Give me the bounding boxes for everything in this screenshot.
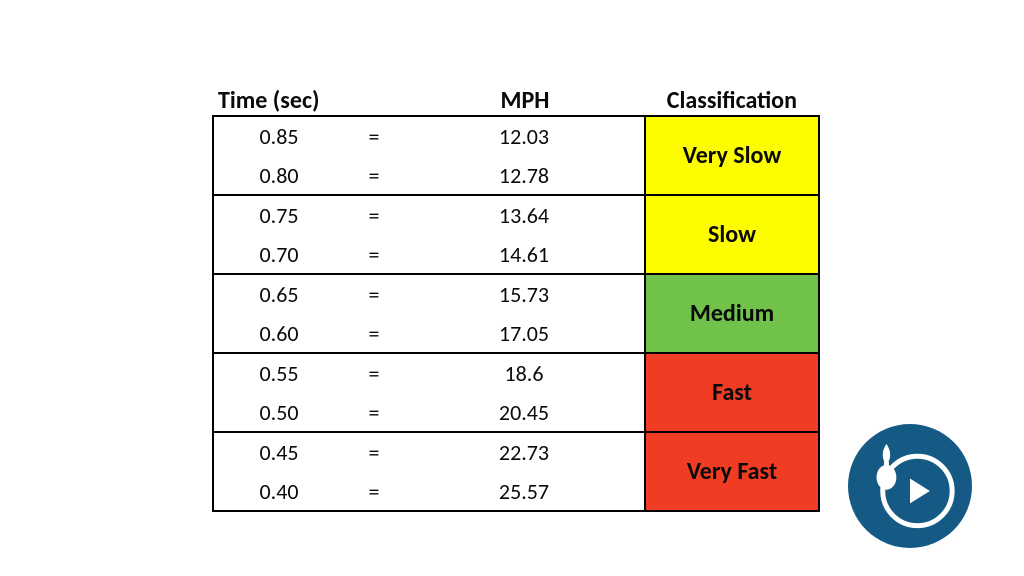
table-group: 0.45=22.730.40=25.57Very Fast xyxy=(214,433,818,510)
table-row: 0.50=20.45 xyxy=(214,393,644,431)
cell-time: 0.85 xyxy=(214,123,344,150)
cell-time: 0.50 xyxy=(214,399,344,426)
group-rows: 0.85=12.030.80=12.78 xyxy=(214,117,644,194)
group-rows: 0.75=13.640.70=14.61 xyxy=(214,196,644,273)
table-row: 0.70=14.61 xyxy=(214,235,644,273)
header-spacer xyxy=(347,86,406,115)
cell-equals: = xyxy=(344,439,404,466)
cell-mph: 12.78 xyxy=(404,162,644,189)
table-header: Time (sec) MPH Classification xyxy=(212,86,820,115)
cell-equals: = xyxy=(344,241,404,268)
group-rows: 0.65=15.730.60=17.05 xyxy=(214,275,644,352)
speed-table: Time (sec) MPH Classification 0.85=12.03… xyxy=(212,86,820,512)
header-mph: MPH xyxy=(406,86,644,115)
table-row: 0.85=12.03 xyxy=(214,117,644,156)
cell-equals: = xyxy=(344,281,404,308)
cell-equals: = xyxy=(344,123,404,150)
header-classification: Classification xyxy=(644,86,820,115)
cell-classification: Very Fast xyxy=(644,433,818,510)
table-body: 0.85=12.030.80=12.78Very Slow0.75=13.640… xyxy=(212,115,820,512)
group-rows: 0.55=18.60.50=20.45 xyxy=(214,354,644,431)
table-row: 0.55=18.6 xyxy=(214,354,644,393)
table-row: 0.45=22.73 xyxy=(214,433,644,472)
cell-time: 0.60 xyxy=(214,320,344,347)
cell-time: 0.55 xyxy=(214,360,344,387)
cell-time: 0.65 xyxy=(214,281,344,308)
cell-mph: 12.03 xyxy=(404,123,644,150)
cell-mph: 17.05 xyxy=(404,320,644,347)
table-group: 0.85=12.030.80=12.78Very Slow xyxy=(214,117,818,196)
cell-classification: Slow xyxy=(644,196,818,273)
cell-mph: 14.61 xyxy=(404,241,644,268)
header-time: Time (sec) xyxy=(212,86,347,115)
cell-equals: = xyxy=(344,202,404,229)
cell-mph: 13.64 xyxy=(404,202,644,229)
group-rows: 0.45=22.730.40=25.57 xyxy=(214,433,644,510)
cell-equals: = xyxy=(344,360,404,387)
cell-classification: Medium xyxy=(644,275,818,352)
cell-time: 0.70 xyxy=(214,241,344,268)
cell-classification: Fast xyxy=(644,354,818,431)
table-group: 0.65=15.730.60=17.05Medium xyxy=(214,275,818,354)
cell-mph: 25.57 xyxy=(404,478,644,505)
cell-mph: 20.45 xyxy=(404,399,644,426)
cell-equals: = xyxy=(344,478,404,505)
cell-time: 0.80 xyxy=(214,162,344,189)
cell-time: 0.45 xyxy=(214,439,344,466)
cell-mph: 18.6 xyxy=(404,360,644,387)
table-row: 0.65=15.73 xyxy=(214,275,644,314)
table-row: 0.40=25.57 xyxy=(214,472,644,510)
table-group: 0.55=18.60.50=20.45Fast xyxy=(214,354,818,433)
table-row: 0.75=13.64 xyxy=(214,196,644,235)
cell-time: 0.40 xyxy=(214,478,344,505)
cell-classification: Very Slow xyxy=(644,117,818,194)
cell-equals: = xyxy=(344,399,404,426)
table-row: 0.80=12.78 xyxy=(214,156,644,194)
cell-equals: = xyxy=(344,162,404,189)
cell-mph: 15.73 xyxy=(404,281,644,308)
cell-mph: 22.73 xyxy=(404,439,644,466)
table-group: 0.75=13.640.70=14.61Slow xyxy=(214,196,818,275)
cell-equals: = xyxy=(344,320,404,347)
play-badge-icon xyxy=(848,424,972,548)
cell-time: 0.75 xyxy=(214,202,344,229)
table-row: 0.60=17.05 xyxy=(214,314,644,352)
